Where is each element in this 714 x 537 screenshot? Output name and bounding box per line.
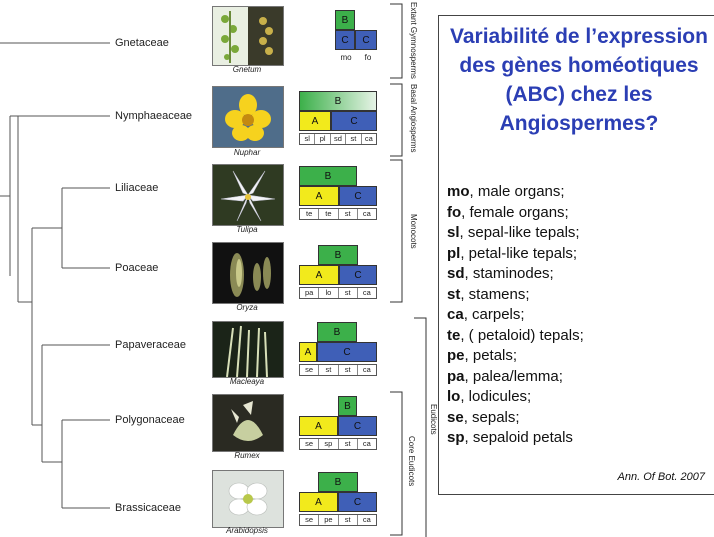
legend-item: fo, female organs; <box>447 203 569 221</box>
whorl-label: st <box>339 288 358 298</box>
whorl-row: se st st ca <box>299 364 377 376</box>
whorl-label: st <box>339 209 358 219</box>
taxon-papaveraceae: Papaveraceae <box>115 339 186 351</box>
tulipa-caption: Tulipa <box>236 225 258 234</box>
whorl-row: sl pl sd st ca <box>299 133 377 145</box>
taxon-liliaceae: Liliaceae <box>115 182 159 194</box>
gnetum-caption: Gnetum <box>232 65 262 74</box>
legend-item: te, ( petaloid) tepals; <box>447 326 584 344</box>
whorl-label: sd <box>331 134 347 144</box>
c-block: C <box>339 186 377 206</box>
taxon-nymphaeaceae: Nymphaeaceae <box>115 110 193 122</box>
tulipa-photo <box>212 164 284 226</box>
whorl-label: sl <box>300 134 316 144</box>
c-block: C <box>355 30 377 50</box>
c-block: C <box>317 342 377 362</box>
a-block: A <box>299 416 338 436</box>
whorl-label: st <box>339 439 358 449</box>
legend-item: st, stamens; <box>447 285 530 303</box>
taxon-poaceae: Poaceae <box>115 262 159 274</box>
whorl-label: sp <box>319 439 339 449</box>
group-label-core-eudicots: Core Eudicots <box>407 436 416 487</box>
legend-item: pa, palea/lemma; <box>447 367 563 385</box>
whorl-row: pa lo st ca <box>299 287 377 299</box>
legend-item: lo, lodicules; <box>447 388 532 405</box>
b-block: B <box>335 10 355 30</box>
whorl-label: ca <box>364 134 373 143</box>
nuphar-photo <box>212 86 284 148</box>
whorl-row: se sp st ca <box>299 438 377 450</box>
legend-panel: Variabilité de l’expression des gènes ho… <box>438 15 714 495</box>
taxon-brassicaceae: Brassicaceae <box>115 502 182 514</box>
macleaya-photo <box>212 321 284 378</box>
arabidopsis-photo <box>212 470 284 528</box>
whorl-label: st <box>346 134 362 144</box>
taxon-polygonaceae: Polygonaceae <box>115 414 185 426</box>
whorl-label: st <box>319 365 339 375</box>
whorl-row: te te st ca <box>299 208 377 220</box>
b-gradient-block: B <box>299 91 377 111</box>
panel-title: Variabilité de l’expression des gènes ho… <box>450 25 708 135</box>
whorl-label: lo <box>319 288 339 298</box>
whorl-label: pe <box>319 515 339 525</box>
c-block: C <box>339 265 377 285</box>
a-block: A <box>299 342 317 362</box>
b-block: B <box>318 245 358 265</box>
legend-item: sl, sepal-like tepals; <box>447 224 580 241</box>
whorl-label: se <box>300 365 320 375</box>
legend-item: pl, petal-like tepals; <box>447 244 578 262</box>
b-block: B <box>318 472 358 492</box>
oryza-caption: Oryza <box>236 303 258 312</box>
rumex-photo <box>212 394 284 452</box>
whorl-label: ca <box>362 288 371 297</box>
a-block: A <box>299 492 338 512</box>
whorl-label: pl <box>315 134 331 144</box>
group-label-eudicots: Eudicots <box>429 404 438 435</box>
whorl-label: te <box>300 209 320 219</box>
c-block: C <box>338 416 377 436</box>
c-block: C <box>335 30 355 50</box>
whorl-label: se <box>300 515 320 525</box>
oryza-photo <box>212 242 284 304</box>
arabidopsis-caption: Arabidopsis <box>226 526 268 535</box>
legend-item: mo, male organs; <box>447 183 565 200</box>
b-block: B <box>299 166 357 186</box>
group-label-basal-angiosperms: Basal Angiosperms <box>409 84 418 153</box>
legend-item: sd, staminodes; <box>447 265 554 282</box>
citation: Ann. Of Bot. 2007 <box>617 471 705 483</box>
whorl-label: ca <box>362 515 371 524</box>
b-block: B <box>317 322 357 342</box>
nuphar-caption: Nuphar <box>233 148 261 157</box>
whorl-label: ca <box>362 209 371 218</box>
whorl-label: te <box>319 209 339 219</box>
legend-item: ca, carpels; <box>447 306 525 323</box>
legend-item: sp, sepaloid petals <box>447 429 573 446</box>
whorl-label: se <box>300 439 320 449</box>
whorl-label: mo <box>340 53 352 62</box>
rumex-caption: Rumex <box>234 451 260 460</box>
c-block: C <box>331 111 377 131</box>
abbreviation-legend: mo, male organs; fo, female organs; sl, … <box>447 182 714 449</box>
whorl-label: st <box>339 515 358 525</box>
whorl-label: st <box>339 365 358 375</box>
legend-item: pe, petals; <box>447 347 518 364</box>
macleaya-caption: Macleaya <box>229 377 265 386</box>
group-label-extant-gymnosperms: Extant Gymnosperms <box>409 2 418 79</box>
whorl-row: se pe st ca <box>299 514 377 526</box>
whorl-label: ca <box>362 365 371 374</box>
b-block: B <box>338 396 357 416</box>
a-block: A <box>299 186 339 206</box>
taxon-gnetaceae: Gnetaceae <box>115 37 169 49</box>
a-block: A <box>299 265 339 285</box>
c-block: C <box>338 492 377 512</box>
legend-item: se, sepals; <box>447 408 520 426</box>
whorl-label: fo <box>364 53 372 62</box>
group-label-monocots: Monocots <box>409 214 418 249</box>
whorl-label: pa <box>300 288 320 298</box>
gnetum-photo <box>212 6 284 66</box>
a-block: A <box>299 111 331 131</box>
whorl-label: ca <box>362 439 371 448</box>
